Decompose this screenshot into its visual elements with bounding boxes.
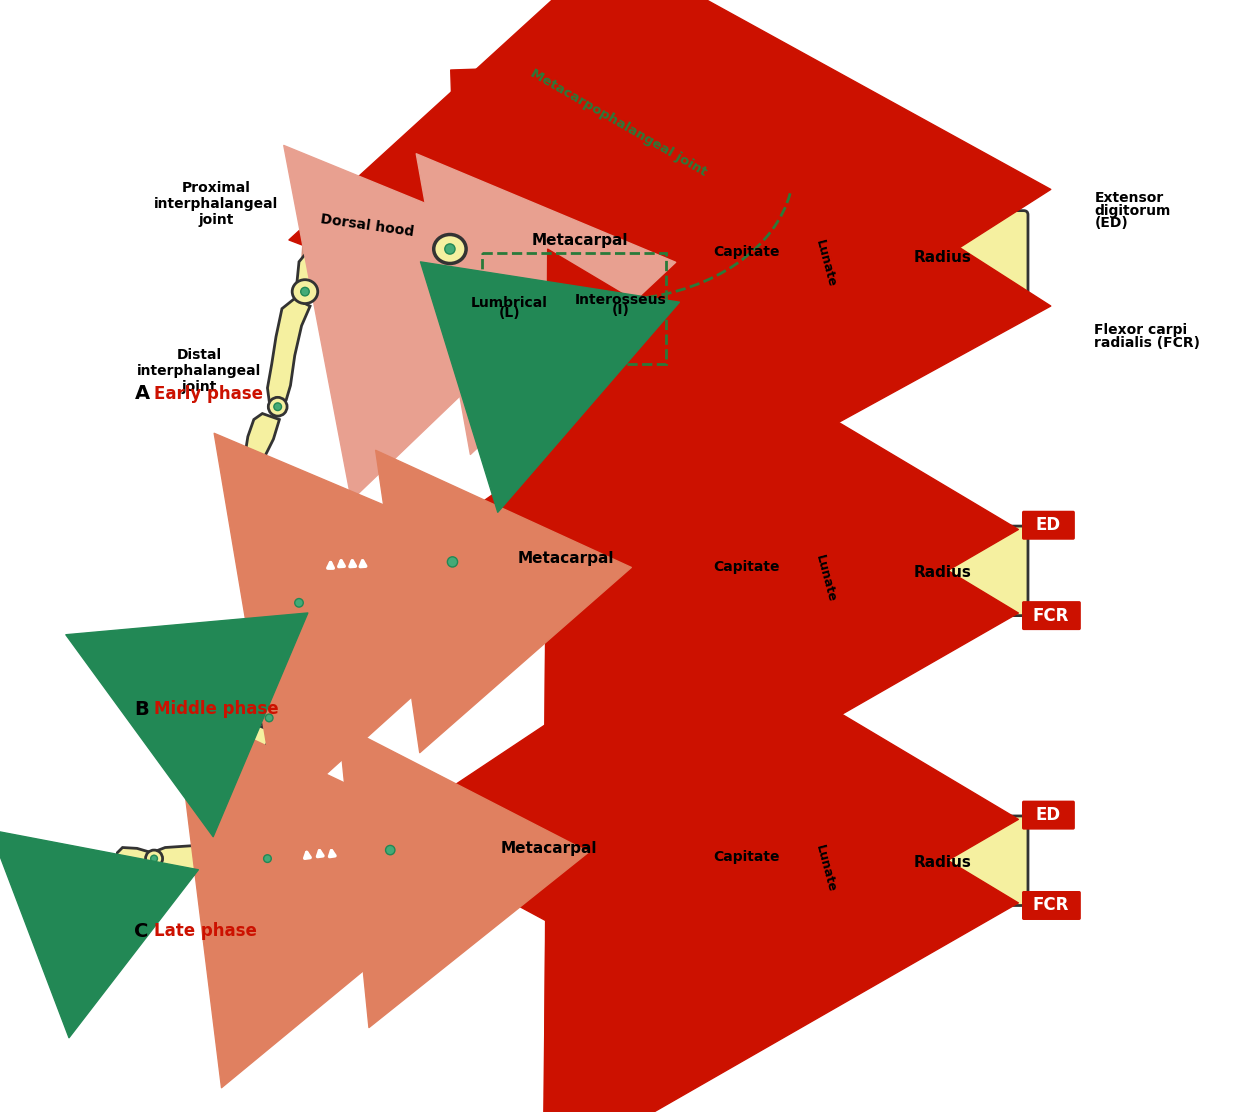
Ellipse shape (448, 557, 458, 567)
Text: C: C (135, 922, 149, 941)
Text: Capitate: Capitate (714, 245, 780, 259)
Text: I: I (529, 860, 535, 877)
FancyBboxPatch shape (861, 816, 1028, 905)
Text: Capitate: Capitate (714, 850, 780, 864)
Ellipse shape (790, 231, 860, 289)
Ellipse shape (286, 590, 311, 615)
Text: Extensor: Extensor (1095, 191, 1164, 205)
Text: radialis (FCR): radialis (FCR) (1095, 336, 1200, 350)
Text: Metacarpal: Metacarpal (518, 550, 614, 566)
Text: Interosseus: Interosseus (575, 294, 666, 307)
Text: Lunate: Lunate (812, 238, 838, 289)
Text: Lunate: Lunate (812, 844, 838, 894)
Ellipse shape (376, 837, 405, 863)
Ellipse shape (301, 287, 309, 296)
Ellipse shape (292, 280, 318, 304)
Text: Lumbrical: Lumbrical (471, 296, 548, 310)
Polygon shape (268, 298, 310, 405)
FancyBboxPatch shape (1022, 891, 1081, 920)
Ellipse shape (265, 714, 272, 722)
Ellipse shape (445, 244, 455, 255)
Text: (L): (L) (499, 306, 520, 320)
Ellipse shape (434, 235, 466, 264)
Ellipse shape (704, 225, 792, 278)
Text: Late phase: Late phase (154, 922, 258, 940)
Polygon shape (264, 608, 304, 716)
Ellipse shape (409, 548, 440, 576)
Ellipse shape (260, 708, 279, 727)
Ellipse shape (704, 831, 792, 883)
Ellipse shape (790, 547, 860, 605)
Polygon shape (289, 535, 414, 602)
Text: Radius: Radius (914, 566, 971, 580)
Ellipse shape (151, 855, 158, 862)
Ellipse shape (256, 848, 279, 868)
Text: (I): (I) (611, 304, 629, 317)
Text: FCR: FCR (1032, 607, 1069, 625)
Text: (ED): (ED) (1095, 217, 1129, 230)
Text: digitorum: digitorum (1095, 203, 1171, 218)
Text: Radius: Radius (914, 250, 971, 265)
Text: Metacarpal: Metacarpal (532, 234, 629, 248)
FancyBboxPatch shape (1022, 602, 1081, 631)
FancyBboxPatch shape (861, 526, 1028, 616)
Polygon shape (151, 845, 261, 875)
Polygon shape (296, 226, 438, 298)
Polygon shape (238, 725, 271, 768)
Text: Metacarpal: Metacarpal (500, 841, 598, 856)
Text: A: A (135, 385, 150, 404)
Polygon shape (392, 823, 702, 875)
Polygon shape (430, 528, 702, 586)
Text: Middle phase: Middle phase (154, 701, 279, 718)
Polygon shape (262, 828, 381, 877)
Ellipse shape (269, 397, 288, 416)
Text: B: B (135, 699, 149, 718)
Text: ED: ED (1036, 806, 1061, 824)
Polygon shape (116, 847, 154, 870)
Text: Flexor carpi: Flexor carpi (1095, 322, 1188, 337)
Text: Lunate: Lunate (812, 554, 838, 604)
Text: Early phase: Early phase (154, 385, 262, 403)
Text: Radius: Radius (914, 855, 971, 871)
Text: I: I (575, 582, 581, 599)
Polygon shape (245, 414, 280, 459)
Ellipse shape (790, 836, 860, 894)
Ellipse shape (145, 850, 162, 867)
Polygon shape (444, 198, 703, 279)
Polygon shape (301, 212, 444, 280)
Text: L: L (426, 871, 436, 888)
FancyBboxPatch shape (861, 210, 1028, 300)
Text: Capitate: Capitate (714, 560, 780, 574)
Ellipse shape (385, 845, 395, 855)
Ellipse shape (274, 403, 281, 410)
Text: Distal
interphalangeal
joint: Distal interphalangeal joint (138, 348, 261, 394)
FancyBboxPatch shape (1022, 510, 1075, 539)
Ellipse shape (295, 598, 304, 607)
Text: ED: ED (1036, 516, 1061, 534)
Ellipse shape (264, 855, 271, 863)
Text: Metacarpophalangeal joint: Metacarpophalangeal joint (529, 67, 709, 179)
Text: L: L (475, 594, 486, 612)
Polygon shape (288, 528, 419, 598)
Ellipse shape (704, 540, 792, 594)
FancyBboxPatch shape (1022, 801, 1075, 830)
Text: Proximal
interphalangeal
joint: Proximal interphalangeal joint (154, 180, 279, 227)
Bar (482, 254, 665, 364)
Text: Dorsal hood: Dorsal hood (320, 212, 415, 239)
Polygon shape (261, 823, 384, 880)
Text: FCR: FCR (1032, 896, 1069, 914)
